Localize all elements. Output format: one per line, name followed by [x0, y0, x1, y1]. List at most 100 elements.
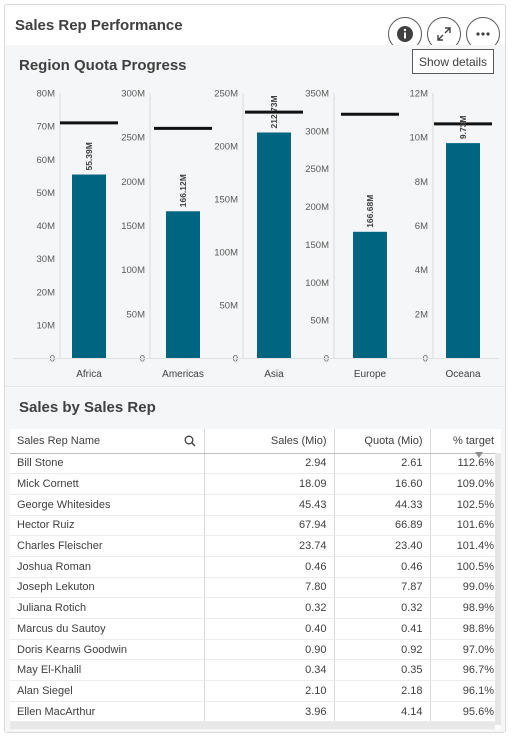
cell-target: 99.0%: [430, 577, 501, 599]
sort-desc-icon: [475, 452, 483, 458]
y-tick-label: 12M: [410, 89, 429, 100]
table-row[interactable]: Hector Ruiz 67.94 66.89 101.6%: [10, 515, 501, 537]
horizontal-scrollbar[interactable]: [10, 722, 495, 729]
cell-rep-name: Alan Siegel: [10, 680, 205, 702]
cell-rep-name: May El-Khalil: [10, 659, 205, 682]
more-icon: [476, 32, 490, 36]
cell-sales: 18.09: [204, 473, 335, 495]
search-icon[interactable]: [184, 435, 196, 447]
y-tick-label: 100M: [305, 278, 329, 289]
col-header-sales[interactable]: Sales (Mio): [204, 429, 335, 454]
table-row[interactable]: Charles Fleischer 23.74 23.40 101.4%: [10, 535, 501, 557]
cell-sales: 3.96: [204, 701, 335, 723]
cell-target: 96.7%: [430, 659, 501, 682]
cell-rep-name: Joseph Lekuton: [10, 577, 205, 599]
cell-target: 98.9%: [430, 597, 501, 619]
col-header-quota[interactable]: Quota (Mio): [334, 429, 431, 454]
cell-rep-name: Marcus du Sautoy: [10, 618, 205, 640]
table-row[interactable]: May El-Khalil 0.34 0.35 96.7%: [10, 659, 501, 682]
cell-target: 98.8%: [430, 618, 501, 640]
col-header-target[interactable]: % target: [430, 429, 501, 458]
cell-sales: 0.40: [204, 618, 335, 640]
cell-target: 109.0%: [430, 473, 501, 495]
y-tick-label: 150M: [121, 221, 145, 232]
y-tick-label: 150M: [214, 195, 238, 206]
cell-sales: 0.46: [204, 556, 335, 578]
cell-quota: 66.89: [334, 515, 431, 537]
cell-sales: 23.74: [204, 535, 335, 557]
cell-rep-name: Hector Ruiz: [10, 515, 205, 537]
y-tick-label: 350M: [305, 89, 329, 100]
table-row[interactable]: Juliana Rotich 0.32 0.32 98.9%: [10, 597, 501, 619]
y-tick-label: 20M: [37, 287, 56, 298]
data-label: 212.73M: [269, 95, 279, 128]
y-tick-label: 100M: [121, 265, 145, 276]
cell-target: 96.1%: [430, 680, 501, 702]
cell-sales: 67.94: [204, 515, 335, 537]
cell-rep-name: Bill Stone: [10, 453, 205, 475]
bar-americas: [166, 211, 200, 358]
cell-rep-name: Joshua Roman: [10, 556, 205, 578]
cell-sales: 2.10: [204, 680, 335, 702]
y-tick-label: 50M: [127, 309, 146, 320]
vertical-scrollbar[interactable]: [495, 453, 501, 725]
sales-rep-performance-card: Sales Rep Performance Region Quota Progr…: [4, 4, 506, 733]
cell-rep-name: Doris Kearns Goodwin: [10, 639, 205, 661]
data-label: 9.73M: [458, 116, 468, 140]
region-quota-title: Region Quota Progress: [19, 57, 187, 74]
cell-quota: 0.32: [334, 597, 431, 619]
col-header-label: Sales Rep Name: [17, 434, 101, 447]
cell-quota: 7.87: [334, 577, 431, 599]
y-tick-label: 4M: [415, 265, 428, 276]
y-tick-label: 150M: [305, 240, 329, 251]
cell-quota: 44.33: [334, 494, 431, 516]
y-tick-label: 250M: [305, 164, 329, 175]
y-tick-label: 300M: [305, 126, 329, 137]
y-tick-label: 70M: [37, 122, 56, 133]
table-row[interactable]: Joshua Roman 0.46 0.46 100.5%: [10, 556, 501, 578]
data-label: 55.39M: [84, 142, 94, 170]
y-tick-label: 200M: [305, 202, 329, 213]
y-tick-label: 300M: [121, 89, 145, 100]
bar-africa: [72, 174, 106, 358]
table-row[interactable]: Ellen MacArthur 3.96 4.14 95.6%: [10, 701, 501, 723]
y-tick-label: 60M: [37, 155, 56, 166]
y-tick-label: 2M: [415, 309, 428, 320]
cell-sales: 7.80: [204, 577, 335, 599]
cell-rep-name: George Whitesides: [10, 494, 205, 516]
cell-quota: 2.18: [334, 680, 431, 702]
table-row[interactable]: Bill Stone 2.94 2.61 112.6%: [10, 453, 501, 475]
sales-by-rep-title: Sales by Sales Rep: [19, 399, 156, 416]
data-label: 166.68M: [365, 195, 375, 228]
table-row[interactable]: Mick Cornett 18.09 16.60 109.0%: [10, 473, 501, 495]
cell-quota: 0.35: [334, 659, 431, 682]
col-header-rep-name[interactable]: Sales Rep Name: [10, 429, 205, 454]
table-row[interactable]: Doris Kearns Goodwin 0.90 0.92 97.0%: [10, 639, 501, 661]
cell-target: 97.0%: [430, 639, 501, 661]
cell-sales: 0.32: [204, 597, 335, 619]
cell-quota: 4.14: [334, 701, 431, 723]
cell-quota: 2.61: [334, 453, 431, 475]
x-category-label: Asia: [264, 369, 284, 380]
cell-rep-name: Mick Cornett: [10, 473, 205, 495]
table-row[interactable]: Joseph Lekuton 7.80 7.87 99.0%: [10, 577, 501, 599]
y-tick-label: 250M: [121, 133, 145, 144]
y-tick-label: 100M: [214, 248, 238, 259]
y-tick-label: 50M: [220, 301, 239, 312]
y-tick-label: 40M: [37, 221, 56, 232]
cell-rep-name: Ellen MacArthur: [10, 701, 205, 723]
table-row[interactable]: Alan Siegel 2.10 2.18 96.1%: [10, 680, 501, 702]
y-tick-label: 8M: [415, 177, 428, 188]
x-category-label: Europe: [354, 369, 387, 380]
cell-rep-name: Charles Fleischer: [10, 535, 205, 557]
cell-target: 101.4%: [430, 535, 501, 557]
table-header-row: Sales Rep Name Sales (Mio) Quota (Mio) %…: [10, 429, 501, 458]
section-divider: [5, 386, 505, 387]
y-tick-label: 80M: [37, 89, 56, 100]
table-row[interactable]: Marcus du Sautoy 0.40 0.41 98.8%: [10, 618, 501, 640]
table-row[interactable]: George Whitesides 45.43 44.33 102.5%: [10, 494, 501, 516]
cell-rep-name: Juliana Rotich: [10, 597, 205, 619]
cell-target: 95.6%: [430, 701, 501, 723]
x-category-label: Americas: [162, 369, 204, 380]
cell-target: 101.6%: [430, 515, 501, 537]
